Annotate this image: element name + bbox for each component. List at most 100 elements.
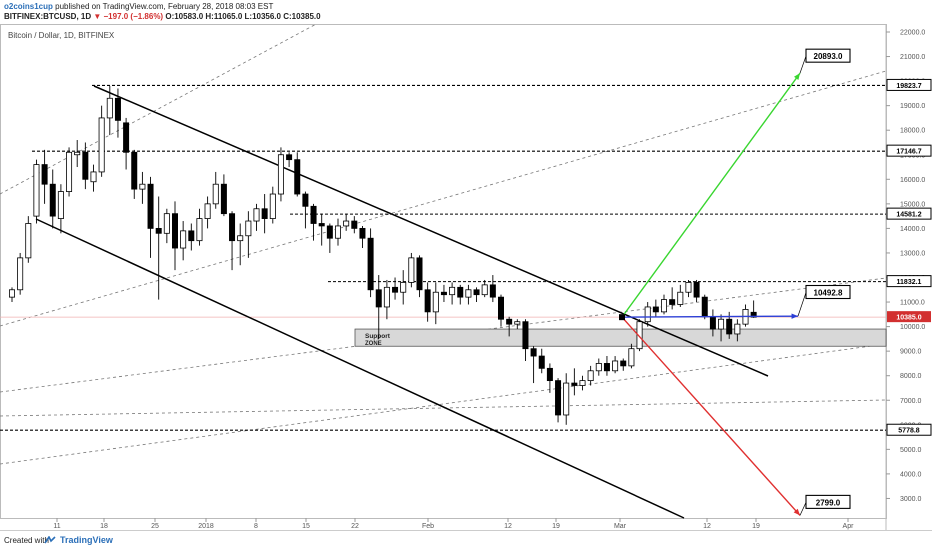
- candle: [41, 149, 48, 204]
- target-label-mid-pointer: [797, 292, 807, 317]
- candle-body: [294, 159, 301, 195]
- candle-body: [465, 289, 472, 298]
- candle-body: [693, 282, 700, 298]
- y-tick-label: 16000.0: [900, 177, 925, 184]
- candle: [106, 86, 113, 136]
- candle: [424, 282, 431, 322]
- candle-body: [530, 348, 537, 357]
- x-tick-label: Apr: [843, 523, 855, 530]
- candle: [17, 252, 24, 295]
- candle-body: [310, 205, 317, 224]
- candle-body: [481, 284, 488, 296]
- level-label-box: [886, 275, 932, 288]
- candle-body: [440, 291, 447, 296]
- candle-body: [718, 318, 725, 330]
- candle-body: [546, 367, 553, 382]
- x-tick-label: 25: [151, 523, 159, 530]
- candle-body: [163, 213, 170, 234]
- tradingview-link[interactable]: TradingView: [60, 535, 113, 545]
- candle-body: [555, 380, 562, 416]
- y-tick-label: 18000.0: [900, 128, 925, 135]
- candle-body: [489, 284, 496, 298]
- candle: [90, 164, 97, 192]
- candle: [636, 319, 643, 352]
- bullish-projection-arrow: [621, 72, 801, 318]
- candle-body: [196, 218, 203, 242]
- candle-body: [90, 171, 97, 183]
- candle: [734, 319, 741, 342]
- candle-body: [644, 306, 651, 323]
- y-tick-label: 14000.0: [900, 226, 925, 233]
- candle-body: [734, 323, 741, 335]
- candle-body: [473, 289, 480, 296]
- candle: [261, 194, 268, 234]
- candle-body: [33, 164, 40, 217]
- candle: [595, 358, 602, 376]
- level-label: 14581.2: [896, 212, 921, 219]
- y-tick-label: 15000.0: [900, 201, 925, 208]
- candle: [196, 208, 203, 246]
- candle-body: [351, 220, 358, 229]
- candle-body: [171, 213, 178, 249]
- candle-body: [392, 286, 399, 293]
- candle-body: [139, 183, 146, 190]
- projection-origin-marker: [619, 314, 625, 321]
- candle: [416, 255, 423, 298]
- created-with-text: Created with: [4, 536, 49, 545]
- candle: [563, 373, 570, 425]
- candle: [473, 287, 480, 303]
- bearish-projection-arrow: [621, 316, 801, 516]
- price-chart[interactable]: Bitcoin / Dollar, 1D, BITFINEX 22000.0 210…: [0, 24, 932, 530]
- y-tick-label: 10000.0: [900, 324, 925, 331]
- candle: [546, 363, 553, 393]
- candle-body: [147, 183, 154, 229]
- candle: [147, 176, 154, 258]
- candle-body: [416, 257, 423, 291]
- candle-body: [685, 282, 692, 293]
- candle-body: [701, 296, 708, 318]
- candle: [8, 287, 15, 303]
- y-tick-label: 7000.0: [900, 398, 922, 405]
- y-tick-label: 11000.0: [900, 300, 925, 307]
- candle-body: [49, 183, 56, 217]
- candle: [66, 147, 73, 197]
- candle-body: [106, 97, 113, 119]
- target-label-high: 20893.0: [814, 52, 843, 61]
- candle: [277, 147, 284, 202]
- candle: [587, 365, 594, 386]
- candle: [693, 279, 700, 303]
- candle: [204, 196, 211, 229]
- candle: [25, 216, 32, 263]
- candle-body: [123, 122, 130, 153]
- candle-body: [677, 291, 684, 305]
- candle-body: [522, 321, 529, 350]
- trendline-bottom-dashed: [0, 399, 887, 417]
- candle-body: [82, 151, 89, 180]
- candle: [188, 223, 195, 251]
- candle: [538, 348, 545, 374]
- candle: [351, 216, 358, 234]
- candle-body: [229, 213, 236, 242]
- level-label: 5778.8: [898, 428, 920, 435]
- candle: [334, 218, 341, 246]
- plot-frame: [0, 24, 887, 519]
- candle: [652, 299, 659, 317]
- candle: [571, 368, 578, 396]
- candle: [253, 203, 260, 231]
- level-label-box: [886, 144, 932, 157]
- y-tick-label: 5000.0: [900, 447, 922, 454]
- author-link[interactable]: o2coins1cup: [4, 2, 53, 11]
- x-tick-label: 11: [53, 523, 60, 530]
- candle-body: [628, 348, 635, 367]
- candle-body: [343, 220, 350, 227]
- candle: [326, 223, 333, 253]
- candle: [114, 88, 121, 138]
- candle-body: [497, 296, 504, 320]
- support-zone-label: Support: [365, 333, 391, 340]
- candle: [497, 294, 504, 327]
- candle-body: [424, 289, 431, 313]
- candle: [718, 314, 725, 342]
- candle: [155, 196, 162, 300]
- candle-body: [66, 151, 73, 192]
- published-text: published on TradingView.com, February 2…: [55, 2, 274, 11]
